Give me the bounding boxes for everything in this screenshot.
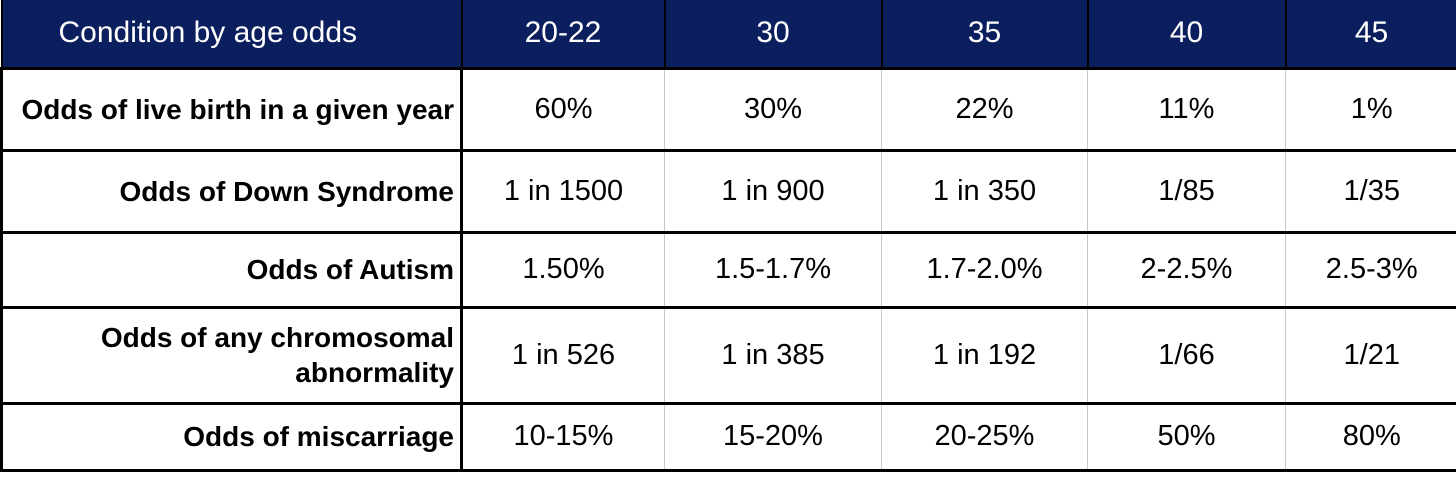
table-cell: 1/66	[1087, 305, 1286, 403]
table-cell: 1 in 1500	[461, 148, 665, 232]
table-cell: 2-2.5%	[1087, 230, 1286, 307]
table-row: Odds of any chromosomal abnormality 1 in …	[0, 305, 1456, 403]
table-cell: 1/85	[1087, 148, 1286, 232]
table-cell: 11%	[1087, 66, 1286, 150]
table-cell: 1 in 350	[881, 148, 1088, 232]
row-label: Odds of miscarriage	[0, 401, 463, 472]
table-cell: 20-25%	[881, 401, 1088, 472]
table-cell: 1/35	[1285, 148, 1456, 232]
table-cell: 80%	[1285, 401, 1456, 472]
header-cell: 30	[663, 0, 883, 68]
table-cell: 1/21	[1285, 305, 1456, 403]
table-row: Odds of Autism 1.50% 1.5-1.7% 1.7-2.0% 2-2.5…	[0, 230, 1456, 307]
table-cell: 22%	[881, 66, 1088, 150]
header-cell: 45	[1284, 0, 1456, 68]
table-row: Odds of Down Syndrome 1 in 1500 1 in 900 1 …	[0, 148, 1456, 232]
table-cell: 10-15%	[461, 401, 665, 472]
table-cell: 1 in 526	[461, 305, 665, 403]
table-cell: 60%	[461, 66, 665, 150]
table-row: Odds of live birth in a given year 60% 30%…	[0, 66, 1456, 150]
table-body: Odds of live birth in a given year 60% 30%…	[0, 66, 1456, 472]
row-label: Odds of Autism	[0, 230, 463, 307]
header-cell: 40	[1086, 0, 1287, 68]
table-cell: 1.7-2.0%	[881, 230, 1088, 307]
table-cell: 50%	[1087, 401, 1286, 472]
table-cell: 2.5-3%	[1285, 230, 1456, 307]
table-cell: 1 in 385	[664, 305, 882, 403]
table-cell: 30%	[664, 66, 882, 150]
header-cell: Condition by age odds	[0, 0, 463, 68]
row-label: Odds of live birth in a given year	[0, 66, 463, 150]
table-cell: 1 in 900	[664, 148, 882, 232]
header-cell: 20-22	[460, 0, 666, 68]
table-row: Odds of miscarriage 10-15% 15-20% 20-25% 50%…	[0, 401, 1456, 472]
table-cell: 1.50%	[461, 230, 665, 307]
table-cell: 15-20%	[664, 401, 882, 472]
table-cell: 1 in 192	[881, 305, 1088, 403]
header-cell: 35	[880, 0, 1089, 68]
row-label: Odds of any chromosomal abnormality	[0, 305, 463, 403]
table-cell: 1%	[1285, 66, 1456, 150]
row-label: Odds of Down Syndrome	[0, 148, 463, 232]
header-row: Condition by age odds 20-22 30 35 40 45	[0, 0, 1456, 68]
table-cell: 1.5-1.7%	[664, 230, 882, 307]
